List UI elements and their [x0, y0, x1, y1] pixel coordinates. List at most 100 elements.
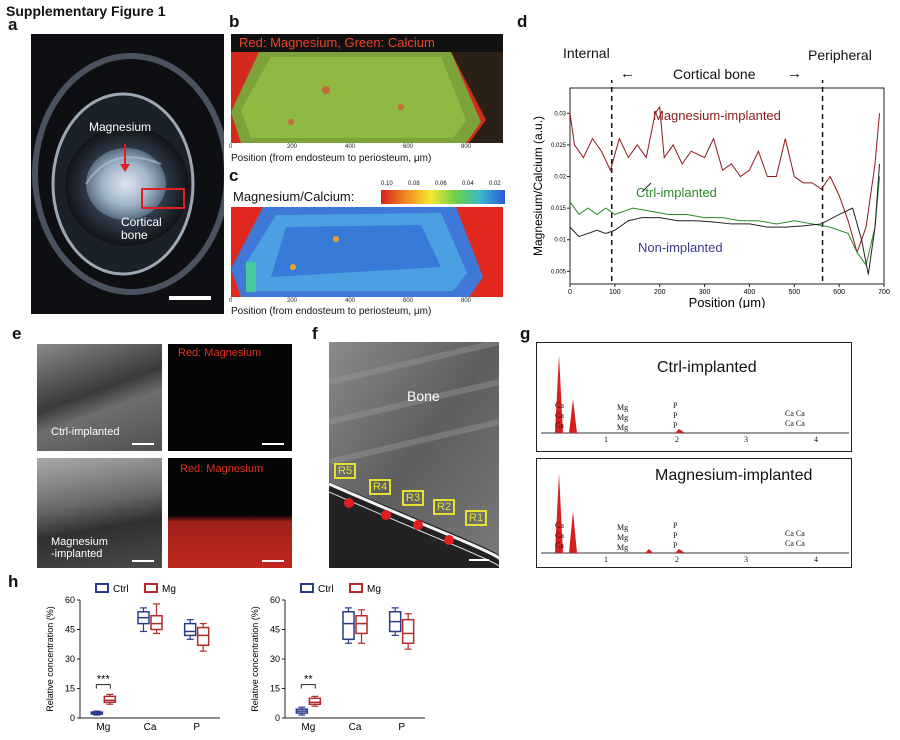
x-category-label: Mg: [301, 722, 315, 733]
peak-p: P: [673, 541, 678, 550]
label-cortical-bone: Cortical bone: [121, 216, 162, 242]
peak-mg: Mg: [617, 403, 629, 412]
x-tick-label: 100: [609, 289, 621, 296]
peak-mg: Mg: [617, 533, 629, 542]
legend-swatch-ctrl: [300, 583, 314, 593]
legend-label-ctrl: Ctrl: [318, 584, 334, 595]
peak-p: P: [673, 401, 678, 410]
plot-frame: [569, 87, 885, 285]
panel-c-ticks: 0 200 400 600 800: [229, 298, 505, 306]
box-iqr: [150, 614, 163, 631]
eds-tick: 1: [604, 555, 608, 564]
label-mg-line1: Magnesium: [51, 536, 108, 548]
panel-b-tick: 600: [403, 144, 414, 150]
panel-c-letter: c: [229, 166, 239, 185]
panel-h-letter: h: [8, 572, 19, 591]
y-tick-label: 30: [65, 654, 75, 664]
y-tick-label: 60: [65, 595, 75, 605]
panel-b-map: [231, 52, 503, 143]
eds-tick: 1: [604, 435, 608, 444]
y-tick-label: 30: [270, 654, 280, 664]
label-ctrl-implanted: Ctrl-implanted: [51, 426, 120, 438]
peak-ca: Ca: [795, 539, 805, 548]
peak-labels-mg: Mg Mg Mg: [617, 523, 628, 553]
eds-tick: 3: [744, 555, 748, 564]
box-iqr: [308, 697, 322, 705]
label-cortical-bone-d: Cortical bone: [673, 66, 756, 82]
x-category-label: Ca: [144, 722, 157, 733]
y-tick-label: 45: [270, 625, 280, 635]
colorbar-ticks: 0.10 0.08 0.06 0.04 0.02: [381, 181, 505, 188]
x-tick-label: 700: [878, 289, 890, 296]
x-tick-label: 0: [568, 289, 572, 296]
region-box-r2: R2: [433, 499, 456, 515]
panel-c-map: [231, 207, 503, 297]
panel-b-letter: b: [229, 12, 240, 31]
peak-ca: Ca: [795, 529, 805, 538]
peak-ca: Ca: [555, 541, 564, 550]
mg-ca-ratio-map: [231, 207, 503, 297]
region-box-r5: R5: [334, 463, 357, 479]
label-bone: Bone: [407, 388, 440, 404]
peak-ca: Ca: [785, 539, 794, 548]
panel-c-tick: 0: [229, 298, 233, 304]
y-tick-label: 15: [270, 684, 280, 694]
peak-ca: Ca: [555, 401, 564, 410]
panel-e-letter: e: [12, 324, 22, 343]
panel-c-tick: 200: [287, 298, 298, 304]
eds-tick: 2: [675, 555, 679, 564]
peak-labels-p: P P P: [673, 401, 677, 431]
peak-labels-ca: Ca Ca Ca: [555, 521, 564, 551]
x-category-label: Ca: [349, 722, 362, 733]
peak-ca: Ca: [555, 531, 564, 540]
box-iqr: [401, 618, 415, 645]
panel-d-chart: 0 100 200 300 400 500 600 700 0.005 0.01 0.015 0.02…: [531, 80, 890, 308]
panel-f-image: Bone R5 R4 R3 R2 R1: [329, 342, 499, 568]
region-box-r3: R3: [402, 490, 425, 506]
y-tick-label: 0: [275, 713, 280, 723]
label-red-magnesium: Red: Magnesium: [178, 347, 262, 359]
x-axis-label: Position (μm): [689, 295, 766, 308]
figure-title: Supplementary Figure 1: [6, 3, 166, 19]
label-arrow-left: ←: [620, 65, 635, 82]
y-tick-label: 45: [65, 625, 75, 635]
y-tick-label: 0.03: [554, 111, 566, 117]
panel-b-tick: 0: [229, 144, 233, 150]
panel-a-letter: a: [8, 15, 18, 34]
colorbar-tick: 0.02: [489, 181, 501, 187]
label-peripheral: Peripheral: [808, 47, 872, 63]
scale-bar: [132, 560, 154, 562]
panel-b-header-text: Red: Magnesium, Green: Calcium: [239, 35, 435, 50]
x-tick-label: 300: [699, 289, 711, 296]
x-category-label: Mg: [96, 722, 110, 733]
peak-ca: Ca: [555, 411, 564, 420]
box-iqr: [103, 695, 117, 704]
annotation-leader: [641, 182, 652, 193]
colorbar-tick: 0.06: [435, 181, 447, 187]
box-iqr: [196, 626, 210, 646]
y-tick-label: 15: [65, 684, 75, 694]
panel-f-letter: f: [312, 324, 318, 343]
panel-c-xlabel: Position (from endosteum to periosteum, …: [231, 306, 432, 317]
scale-bar: [262, 560, 284, 562]
label-mg-implanted: Magnesium -implanted: [51, 536, 108, 560]
significance-label: **: [304, 674, 313, 686]
y-axis-label: Relative concentration (%): [250, 606, 260, 712]
colorbar-tick: 0.04: [462, 181, 474, 187]
peak-mg: Mg: [617, 413, 629, 422]
eds-tick: 4: [814, 435, 818, 444]
eds-tick: 4: [814, 555, 818, 564]
peak-ca: Ca: [795, 419, 805, 428]
legend-label-mg: Mg: [367, 584, 381, 595]
peak-ca: Ca: [785, 409, 794, 418]
legend-swatch-mg: [144, 583, 158, 593]
series-line: [569, 176, 881, 267]
eds-tick: 3: [744, 435, 748, 444]
eds-spectrum-ctrl: [541, 355, 849, 434]
label-red-magnesium: Red: Magnesium: [180, 463, 264, 475]
peak-mg: Mg: [617, 423, 629, 432]
significance-label: ***: [97, 674, 111, 686]
label-cortical-line2: bone: [121, 228, 148, 242]
peak-p: P: [673, 531, 678, 540]
peak-ca: Ca: [555, 521, 564, 530]
